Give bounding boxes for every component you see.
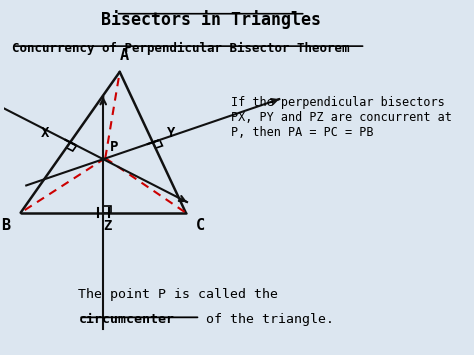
- Text: Bisectors in Triangles: Bisectors in Triangles: [100, 10, 320, 29]
- Text: Z: Z: [103, 219, 111, 233]
- Text: of the triangle.: of the triangle.: [198, 313, 334, 326]
- Text: C: C: [196, 218, 205, 233]
- Text: If the perpendicular bisectors
PX, PY and PZ are concurrent at
P, then PA = PC =: If the perpendicular bisectors PX, PY an…: [231, 97, 452, 140]
- Text: Y: Y: [167, 126, 175, 141]
- Text: circumcenter: circumcenter: [78, 313, 174, 326]
- Text: B: B: [1, 218, 11, 233]
- Text: X: X: [41, 126, 50, 141]
- Text: Concurrency of Perpendicular Bisector Theorem: Concurrency of Perpendicular Bisector Th…: [12, 42, 350, 55]
- Text: P: P: [110, 140, 118, 154]
- Text: A: A: [119, 48, 128, 63]
- Text: The point P is called the: The point P is called the: [78, 289, 278, 301]
